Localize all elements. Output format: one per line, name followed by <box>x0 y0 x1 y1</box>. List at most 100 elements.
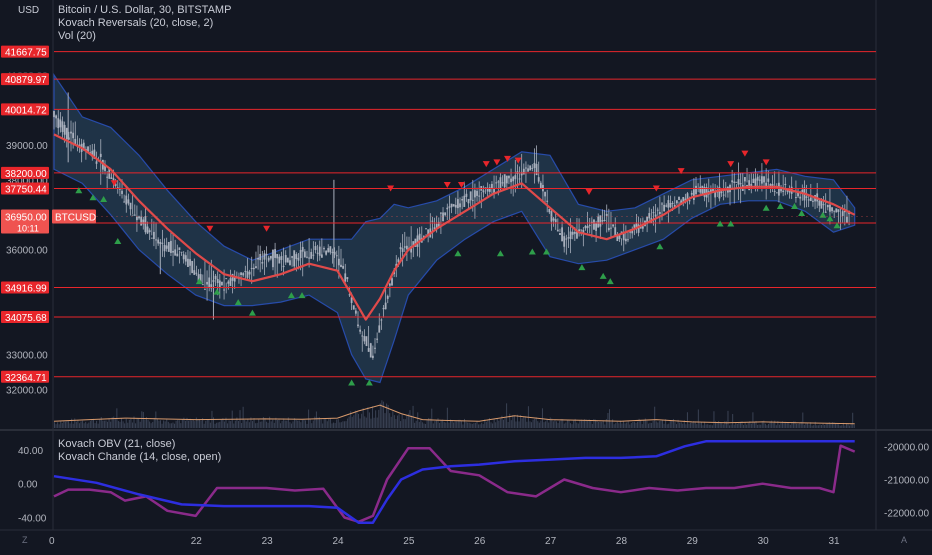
volume-bar <box>345 421 347 428</box>
indicator-kovach-chande[interactable]: Kovach Chande (14, close, open) <box>58 451 222 463</box>
volume-bar <box>518 421 520 428</box>
level-tag-8 <box>1 370 49 383</box>
candle-body <box>199 274 202 283</box>
marker-down <box>443 182 451 189</box>
candle-body <box>505 175 508 184</box>
candle-body <box>767 178 770 182</box>
volume-bar <box>705 424 707 428</box>
x-tick-label: 0 <box>49 536 55 547</box>
volume-bar <box>256 422 258 428</box>
volume-bar <box>303 419 305 428</box>
volume-bar <box>386 403 388 428</box>
volume-bar <box>661 420 663 428</box>
volume-bar <box>197 419 199 428</box>
marker-down <box>504 155 512 162</box>
volume-bar <box>275 417 277 428</box>
candle-body <box>72 132 75 139</box>
candle-body <box>116 187 119 189</box>
candle-body <box>442 212 444 222</box>
candle-body <box>123 201 126 203</box>
candle-body <box>261 261 264 264</box>
level-tag-label: 38200.00 <box>5 169 47 180</box>
candle-body <box>561 227 563 242</box>
volume-bar <box>133 416 135 428</box>
volume-bar <box>334 423 336 428</box>
volume-bar <box>153 417 155 428</box>
volume-bar <box>373 417 375 428</box>
volume-bar <box>685 424 687 428</box>
volume-bar <box>442 419 444 428</box>
candle-body <box>786 190 789 192</box>
volume-bar <box>481 422 483 428</box>
auto-scale-button[interactable]: A <box>901 535 908 545</box>
volume-bar <box>513 415 515 428</box>
candle-body <box>187 258 189 267</box>
volume-bar <box>624 423 626 428</box>
candle-body <box>242 273 245 276</box>
volume-bar <box>506 403 508 428</box>
volume-bar <box>451 419 453 428</box>
candle-body <box>257 257 259 260</box>
volume-bar <box>181 419 183 428</box>
candle-body <box>210 284 213 289</box>
candle-body <box>586 225 589 229</box>
candle-body <box>163 244 166 252</box>
volume-bar <box>802 412 804 428</box>
volume-bar <box>145 417 147 428</box>
volume-bar <box>393 415 395 428</box>
volume-bar <box>559 420 561 428</box>
volume-bar <box>473 423 475 428</box>
candle-body <box>459 203 461 208</box>
candle-body <box>386 295 389 299</box>
volume-bar <box>771 420 773 428</box>
candle-body <box>499 177 502 189</box>
candle-body <box>342 265 345 269</box>
volume-bar <box>354 410 356 428</box>
candle-body <box>59 119 62 128</box>
volume-bar <box>384 413 386 428</box>
volume-bar <box>60 421 62 428</box>
candle-body <box>709 189 712 194</box>
candle-body <box>359 329 362 332</box>
volume-bar <box>803 424 805 428</box>
candle-body <box>531 167 534 169</box>
candle-body <box>599 215 602 227</box>
volume-bar <box>739 421 741 428</box>
currency-label[interactable]: USD <box>18 5 40 16</box>
candle-body <box>478 195 481 197</box>
volume-bar <box>247 418 249 428</box>
symbol-title[interactable]: Bitcoin / U.S. Dollar, 30, BITSTAMP <box>58 4 232 16</box>
volume-bar <box>551 418 553 428</box>
candle-body <box>265 253 268 255</box>
volume-bar <box>304 420 306 428</box>
candle-body <box>512 176 515 182</box>
x-tick-label: 31 <box>828 536 840 547</box>
candle-body <box>248 271 251 275</box>
indicator-vol[interactable]: Vol (20) <box>58 30 96 42</box>
candle-body <box>259 253 262 261</box>
candle-body <box>293 250 296 267</box>
volume-bar <box>672 418 674 428</box>
candle-body <box>482 190 485 193</box>
volume-bar <box>839 425 841 428</box>
candle-body <box>705 187 708 198</box>
volume-bar <box>510 420 512 428</box>
candle-body <box>240 272 242 276</box>
volume-bar <box>574 418 576 428</box>
candle-body <box>525 167 527 169</box>
volume-bar <box>716 422 718 428</box>
volume-bar <box>694 421 696 428</box>
candle-body <box>146 226 149 234</box>
volume-bar <box>543 422 545 428</box>
indicator-kovach-reversals[interactable]: Kovach Reversals (20, close, 2) <box>58 17 214 29</box>
marker-up <box>727 220 735 227</box>
candle-body <box>331 252 334 254</box>
candle-body <box>384 302 387 310</box>
timezone-button[interactable]: Z <box>22 535 28 545</box>
volume-bar <box>691 422 693 428</box>
indicator-kovach-obv[interactable]: Kovach OBV (21, close) <box>58 438 176 450</box>
volume-bar <box>121 418 123 428</box>
volume-bar <box>577 423 579 428</box>
candle-body <box>310 251 313 259</box>
